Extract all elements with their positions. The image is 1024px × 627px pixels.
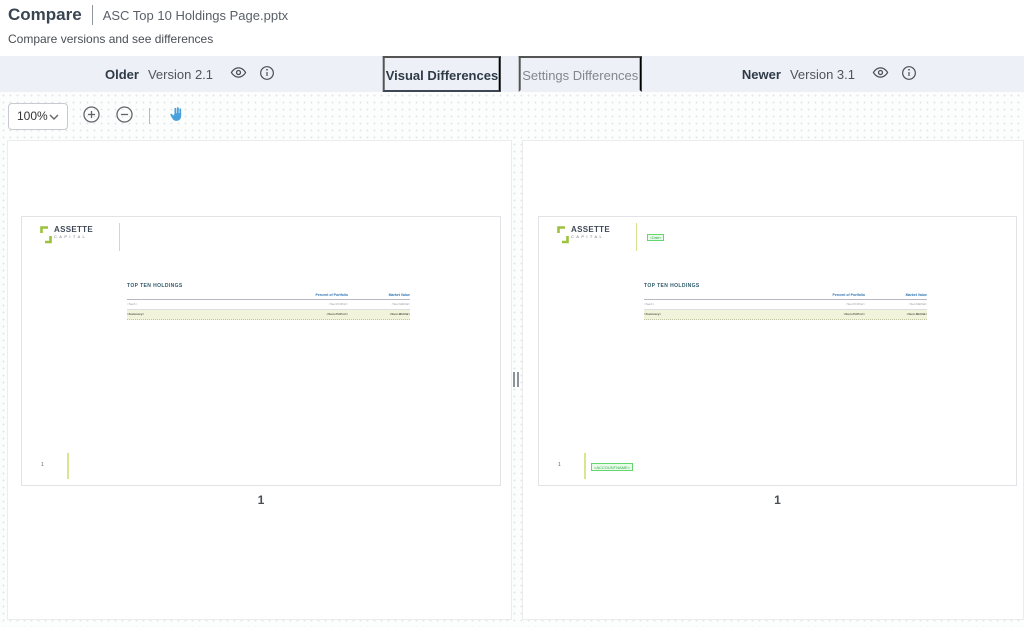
logo-secondary: CAPITAL — [571, 234, 605, 239]
table-row-summary: <Summary> <Sum.PctPort> <Sum.MktVal> — [644, 309, 927, 320]
assette-logo: ASSETTE CAPITAL — [557, 226, 610, 249]
zoom-level-select[interactable]: 100% — [8, 102, 68, 130]
newer-version: Version 3.1 — [789, 66, 855, 82]
older-version-group: Older Version 2.1 — [105, 56, 277, 92]
logo-bracket-icon — [557, 226, 569, 249]
title-row: Compare ASC Top 10 Holdings Page.pptx — [8, 5, 1024, 25]
chevron-down-icon — [49, 109, 59, 123]
col-market-value: Market Value — [388, 293, 410, 297]
differences-tabs: Visual Differences Settings Differences — [382, 56, 642, 92]
holdings-table: TOP TEN HOLDINGS Percent of Portfolio Ma… — [644, 283, 927, 320]
toolbar-divider — [149, 108, 150, 124]
eye-icon — [872, 64, 889, 84]
table-row: <Sec1> <Sec.PctPort> <Sec.MktVal> — [127, 300, 410, 310]
title-divider — [91, 5, 93, 25]
slide-footer-divider — [67, 453, 69, 479]
logo-text: ASSETTE CAPITAL — [571, 226, 610, 240]
table-row-summary: <Summary> <Sum.PctPort> <Sum.MktVal> — [127, 309, 410, 320]
col-market-value: Market Value — [905, 293, 927, 297]
newer-slide-preview: ASSETTE CAPITAL <Date> TOP TEN HOLDINGS … — [538, 216, 1017, 486]
compared-file-name: ASC Top 10 Holdings Page.pptx — [102, 7, 289, 23]
table-title: TOP TEN HOLDINGS — [644, 283, 700, 289]
plus-circle-icon — [82, 105, 101, 127]
col-percent-of-portfolio: Percent of Portfolio — [832, 293, 865, 297]
eye-icon — [230, 64, 247, 84]
compare-bar: Older Version 2.1 Visual Differences Set… — [0, 56, 1024, 92]
tab-settings-differences[interactable]: Settings Differences — [519, 56, 642, 92]
assette-logo: ASSETTE CAPITAL — [40, 226, 93, 249]
older-slide-preview: ASSETTE CAPITAL TOP TEN HOLDINGS Percent… — [21, 216, 501, 486]
newer-visibility-button[interactable] — [870, 64, 890, 84]
app-header: Compare ASC Top 10 Holdings Page.pptx Co… — [0, 0, 1024, 56]
slide-page-number: 1 — [558, 462, 561, 468]
newer-version-group: Newer Version 3.1 — [742, 56, 919, 92]
logo-text: ASSETTE CAPITAL — [54, 226, 93, 240]
newer-label: Newer — [741, 66, 781, 82]
older-document-panel[interactable]: ASSETTE CAPITAL TOP TEN HOLDINGS Percent… — [7, 140, 512, 620]
hand-icon — [167, 106, 184, 126]
col-percent-of-portfolio: Percent of Portfolio — [315, 293, 348, 297]
minus-circle-icon — [115, 105, 134, 127]
slide-header-divider — [119, 223, 120, 251]
content-row: ASSETTE CAPITAL TOP TEN HOLDINGS Percent… — [0, 140, 1024, 620]
zoom-toolbar: 100% — [0, 92, 1024, 140]
older-label: Older — [105, 66, 139, 82]
logo-primary: ASSETTE — [571, 225, 610, 234]
info-icon — [259, 65, 275, 84]
newer-info-button[interactable] — [899, 64, 919, 84]
pan-tool-button[interactable] — [165, 106, 185, 126]
older-info-button[interactable] — [257, 64, 277, 84]
older-page-label: 1 — [257, 493, 265, 507]
panel-resize-handle[interactable] — [513, 372, 519, 387]
newer-document-panel[interactable]: ASSETTE CAPITAL <Date> TOP TEN HOLDINGS … — [522, 140, 1024, 620]
page-subtitle: Compare versions and see differences — [8, 32, 214, 46]
zoom-level-value: 100% — [17, 109, 48, 123]
new-difference-token-date: <Date> — [647, 234, 665, 241]
older-visibility-button[interactable] — [228, 64, 248, 84]
info-icon — [901, 65, 917, 84]
zoom-out-button[interactable] — [114, 106, 134, 126]
slide-header-divider — [636, 223, 637, 251]
table-title: TOP TEN HOLDINGS — [127, 283, 183, 289]
newer-page-label: 1 — [774, 493, 781, 507]
workspace: 100% — [0, 92, 1024, 627]
logo-primary: ASSETTE — [54, 225, 93, 234]
logo-bracket-icon — [40, 226, 52, 249]
zoom-in-button[interactable] — [81, 106, 101, 126]
logo-secondary: CAPITAL — [54, 234, 88, 239]
page-title: Compare — [8, 5, 82, 24]
table-header-row: Percent of Portfolio Market Value — [127, 293, 410, 300]
tab-visual-differences[interactable]: Visual Differences — [382, 56, 502, 92]
older-version: Version 2.1 — [147, 66, 214, 82]
slide-page-number: 1 — [41, 462, 44, 468]
new-difference-token-accountname: <ACCOUNTNAME> — [591, 463, 634, 471]
table-header-row: Percent of Portfolio Market Value — [644, 293, 927, 300]
table-row: <Sec1> <Sec.PctPort> <Sec.MktVal> — [644, 300, 927, 310]
holdings-table: TOP TEN HOLDINGS Percent of Portfolio Ma… — [127, 283, 410, 320]
slide-footer-divider — [584, 453, 586, 479]
